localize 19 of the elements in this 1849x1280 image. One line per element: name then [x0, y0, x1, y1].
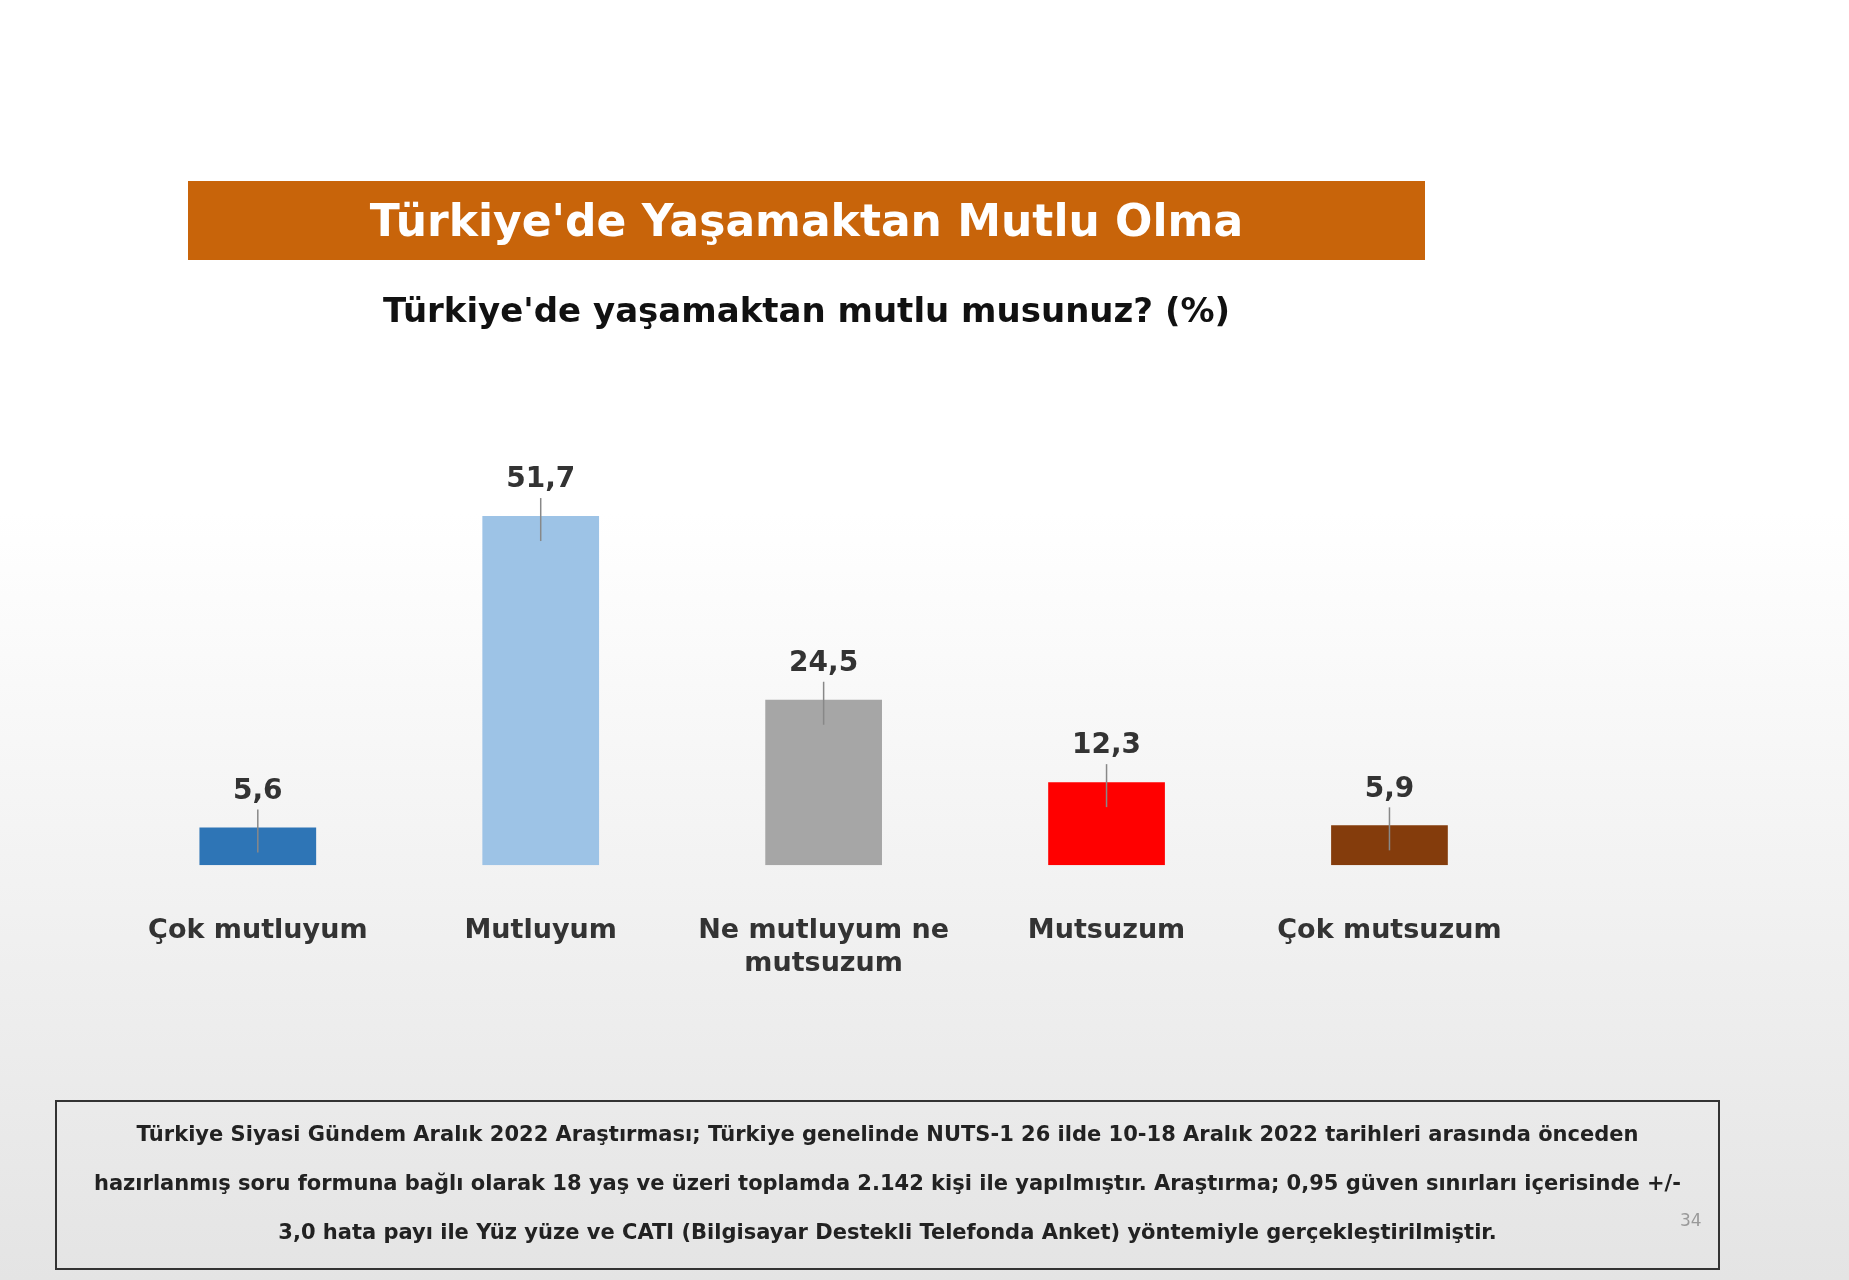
data-label: 24,5 — [789, 645, 859, 679]
data-label: 51,7 — [506, 461, 576, 495]
bar — [199, 827, 317, 866]
text: Türkiye Siyasi Gündem Aralık 2022 Araştırması; Türkiye genelinde NUTS-1 26 ilde 10-18 Aralık 2022 tarihleri arasında önceden hazırlanmış soru formuna bağlı olarak 18 yaş ve üzeri toplamda 2.142 kişi ile yapılmıştır. Araştırma; 0,95 güven sınırları içerisinde +/- 3,0 hata payı ile Yüz yüze ve CATI (Bilgisayar Destekli Telefonda Anket) yöntemiyle gerçekleştirilmiştir. — [93, 1122, 1681, 1244]
bar — [765, 699, 882, 866]
x-tick-label: Mutluyum — [464, 913, 617, 945]
text: 34 — [1680, 1210, 1702, 1230]
data-label: 5,9 — [1364, 770, 1415, 804]
chart-subtitle: Türkiye'de yaşamaktan mutlu musunuz? (%) — [381, 290, 1232, 330]
bar — [1331, 825, 1448, 866]
bar — [1048, 782, 1165, 866]
data-label: 12,3 — [1072, 727, 1142, 761]
data-label: 5,6 — [232, 772, 283, 806]
x-tick-label: Mutsuzum — [1027, 913, 1186, 945]
x-tick-label: Çok mutsuzum — [1277, 913, 1502, 945]
x-tick-label: Çok mutluyum — [148, 913, 368, 945]
x-tick-label: Ne mutluyum ne mutsuzum — [698, 913, 950, 977]
chart-title: Türkiye'de Yaşamaktan Mutlu Olma — [188, 181, 1425, 260]
bar — [482, 516, 600, 866]
